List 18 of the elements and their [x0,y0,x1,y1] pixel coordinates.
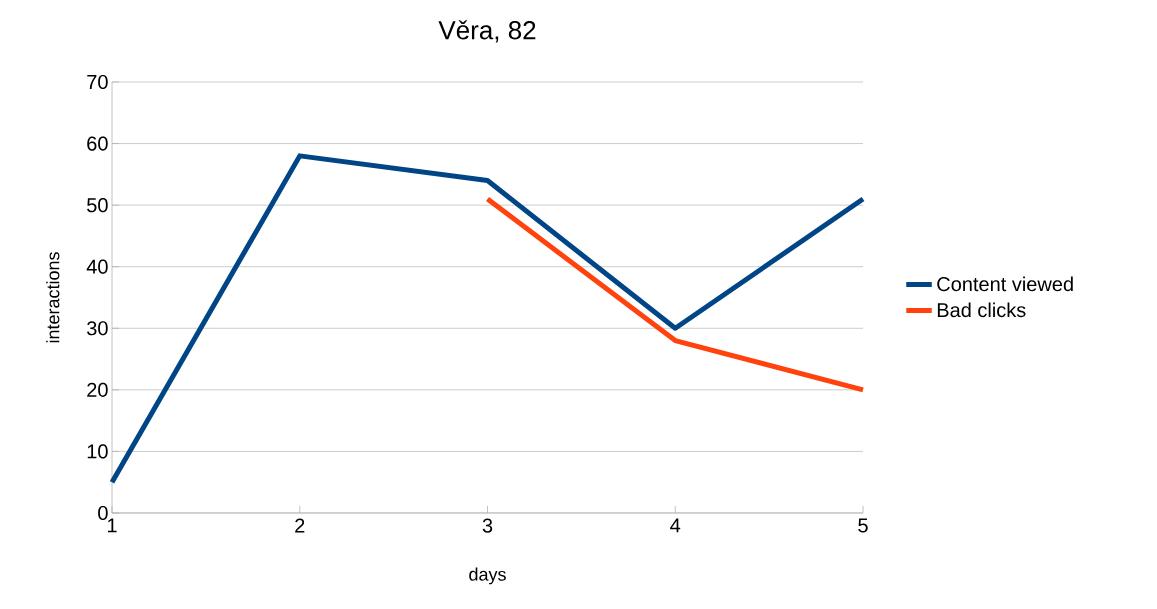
y-tick-label: 60 [87,136,108,151]
y-axis-title: interactions [46,252,60,343]
y-tick-label: 50 [87,198,108,213]
y-tick-label: 20 [87,382,108,397]
legend-label: Content viewed [937,276,1073,292]
y-tick-label: 40 [86,259,108,274]
chart-title: Věra, 82 [438,20,536,43]
y-tick-label: 70 [87,74,108,90]
y-tick-label: 10 [87,444,108,459]
y-tick-label: 30 [87,321,108,336]
x-tick-label: 2 [295,518,305,533]
x-tick-label: 5 [858,518,868,533]
y-tick-label: 0 [98,505,108,521]
x-tick-label: 4 [670,518,681,533]
legend-label: Bad clicks [937,302,1026,318]
x-axis-title: days [469,567,506,585]
x-tick-label: 3 [482,518,493,533]
x-tick-label: 1 [107,518,117,533]
